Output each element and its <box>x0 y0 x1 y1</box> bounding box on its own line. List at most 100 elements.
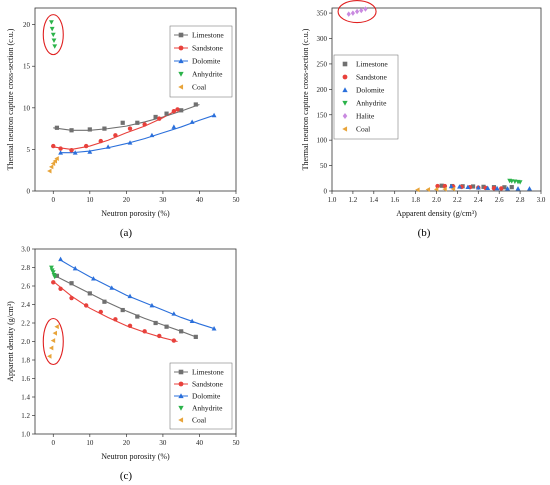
data-point-sandstone <box>51 280 56 285</box>
data-point-dolomite <box>494 185 500 191</box>
data-point-coal <box>54 324 59 330</box>
y-tick-label: 20 <box>23 21 31 29</box>
legend-box <box>333 54 399 140</box>
data-point-sandstone <box>69 295 74 301</box>
data-point-limestone <box>87 291 92 296</box>
legend-marker-anhydrite <box>178 71 184 77</box>
y-tick-label: 350 <box>317 10 328 18</box>
data-point-sandstone <box>157 333 162 339</box>
highlight-ellipse <box>42 317 64 366</box>
data-point-limestone <box>120 120 125 125</box>
fit-line-limestone <box>53 103 200 131</box>
y-tick-label: 2.6 <box>21 283 30 291</box>
data-point-dolomite <box>58 150 63 155</box>
data-point-coal <box>442 186 447 192</box>
highlight-ellipse <box>42 14 64 56</box>
chart-panel-b: 1.0 1.2 1.4 1.6 1.8 2.0 2.2 2.4 2.6 2.8 3.0 0 50 100 1… <box>301 0 546 218</box>
data-point-dolomite <box>448 183 454 189</box>
legend-marker-dolomite <box>342 87 348 93</box>
y-tick-label: 0 <box>27 188 31 196</box>
data-point-coal <box>450 186 456 192</box>
legend-marker-coal <box>342 126 348 132</box>
data-point-dolomite <box>171 124 177 129</box>
data-point-limestone <box>164 111 169 116</box>
x-tick-label: 2.8 <box>516 196 525 204</box>
x-tick-label: 2.2 <box>453 196 462 204</box>
x-tick-label: 1.0 <box>328 196 337 204</box>
plot-frame <box>34 7 237 192</box>
data-point-limestone <box>193 102 198 107</box>
legend-label-anhydrite: Anhydrite <box>192 404 223 413</box>
y-axis-title: Apparent density (g/cm³) <box>6 301 15 382</box>
x-tick-label: 40 <box>196 439 204 447</box>
x-tick-label: 0 <box>52 196 56 204</box>
data-point-limestone <box>439 183 444 188</box>
legend-marker-coal <box>178 84 184 90</box>
data-point-limestone <box>135 314 140 319</box>
data-point-sandstone <box>51 143 56 149</box>
data-point-limestone <box>470 184 476 189</box>
data-point-dolomite <box>87 149 93 154</box>
x-tick-label: 50 <box>233 439 241 447</box>
data-point-coal <box>47 353 52 359</box>
x-tick-label: 2.0 <box>432 196 441 204</box>
y-tick-label: 150 <box>317 111 328 119</box>
x-tick-label: 10 <box>86 196 94 204</box>
legend-label-dolomite: Dolomite <box>192 57 221 66</box>
data-point-limestone <box>193 334 198 339</box>
data-point-dolomite <box>127 293 133 299</box>
highlight-ellipse <box>337 0 377 24</box>
data-point-sandstone <box>127 126 133 131</box>
data-point-coal <box>52 330 57 336</box>
legend-marker-dolomite <box>178 58 184 64</box>
data-point-sandstone <box>171 338 177 343</box>
data-point-limestone <box>502 185 507 190</box>
legend-label-sandstone: Sandstone <box>192 380 224 389</box>
data-point-anhydrite <box>52 44 58 49</box>
y-tick-label: 1.2 <box>21 412 30 420</box>
panel-label-a: (a) <box>120 227 133 239</box>
data-point-sandstone <box>98 138 103 144</box>
data-point-sandstone <box>83 303 89 308</box>
y-tick-label: 0 <box>324 188 328 196</box>
y-tick-label: 1.6 <box>21 375 30 383</box>
legend-label-coal: Coal <box>192 83 206 92</box>
x-tick-label: 2.4 <box>474 196 483 204</box>
data-point-sandstone <box>142 122 147 127</box>
legend-marker-limestone <box>178 369 184 375</box>
data-point-sandstone <box>171 108 177 114</box>
x-tick-label: 30 <box>159 439 167 447</box>
x-tick-label: 1.6 <box>390 196 399 204</box>
data-point-coal <box>433 186 439 192</box>
data-point-sandstone <box>491 186 497 191</box>
y-tick-label: 250 <box>317 60 328 68</box>
data-point-coal <box>415 187 420 193</box>
data-point-dolomite <box>515 186 521 191</box>
y-tick-label: 3.0 <box>21 246 30 254</box>
data-point-anhydrite <box>49 20 54 25</box>
legend-marker-anhydrite <box>342 100 348 106</box>
y-tick-label: 1.4 <box>21 394 30 402</box>
data-point-anhydrite <box>49 26 55 32</box>
data-point-limestone <box>481 184 486 189</box>
data-point-dolomite <box>189 119 195 124</box>
data-point-halite <box>363 6 368 12</box>
y-tick-label: 10 <box>23 104 31 112</box>
y-tick-label: 5 <box>27 146 31 154</box>
data-point-dolomite <box>171 311 177 316</box>
legend-label-anhydrite: Anhydrite <box>192 70 223 79</box>
data-point-sandstone <box>127 323 133 328</box>
data-point-sandstone <box>113 133 118 138</box>
legend-label-sandstone: Sandstone <box>356 73 388 82</box>
data-point-coal <box>48 345 54 351</box>
x-axis-title: Neutron porosity (%) <box>101 209 170 218</box>
data-point-dolomite <box>109 285 115 290</box>
data-point-anhydrite <box>517 180 523 185</box>
data-point-anhydrite <box>50 32 56 38</box>
data-point-limestone <box>87 127 92 132</box>
data-point-limestone <box>69 128 74 133</box>
data-point-sandstone <box>157 116 162 121</box>
x-tick-label: 1.2 <box>349 196 358 204</box>
y-tick-label: 100 <box>317 137 328 145</box>
data-point-anhydrite <box>51 38 57 43</box>
